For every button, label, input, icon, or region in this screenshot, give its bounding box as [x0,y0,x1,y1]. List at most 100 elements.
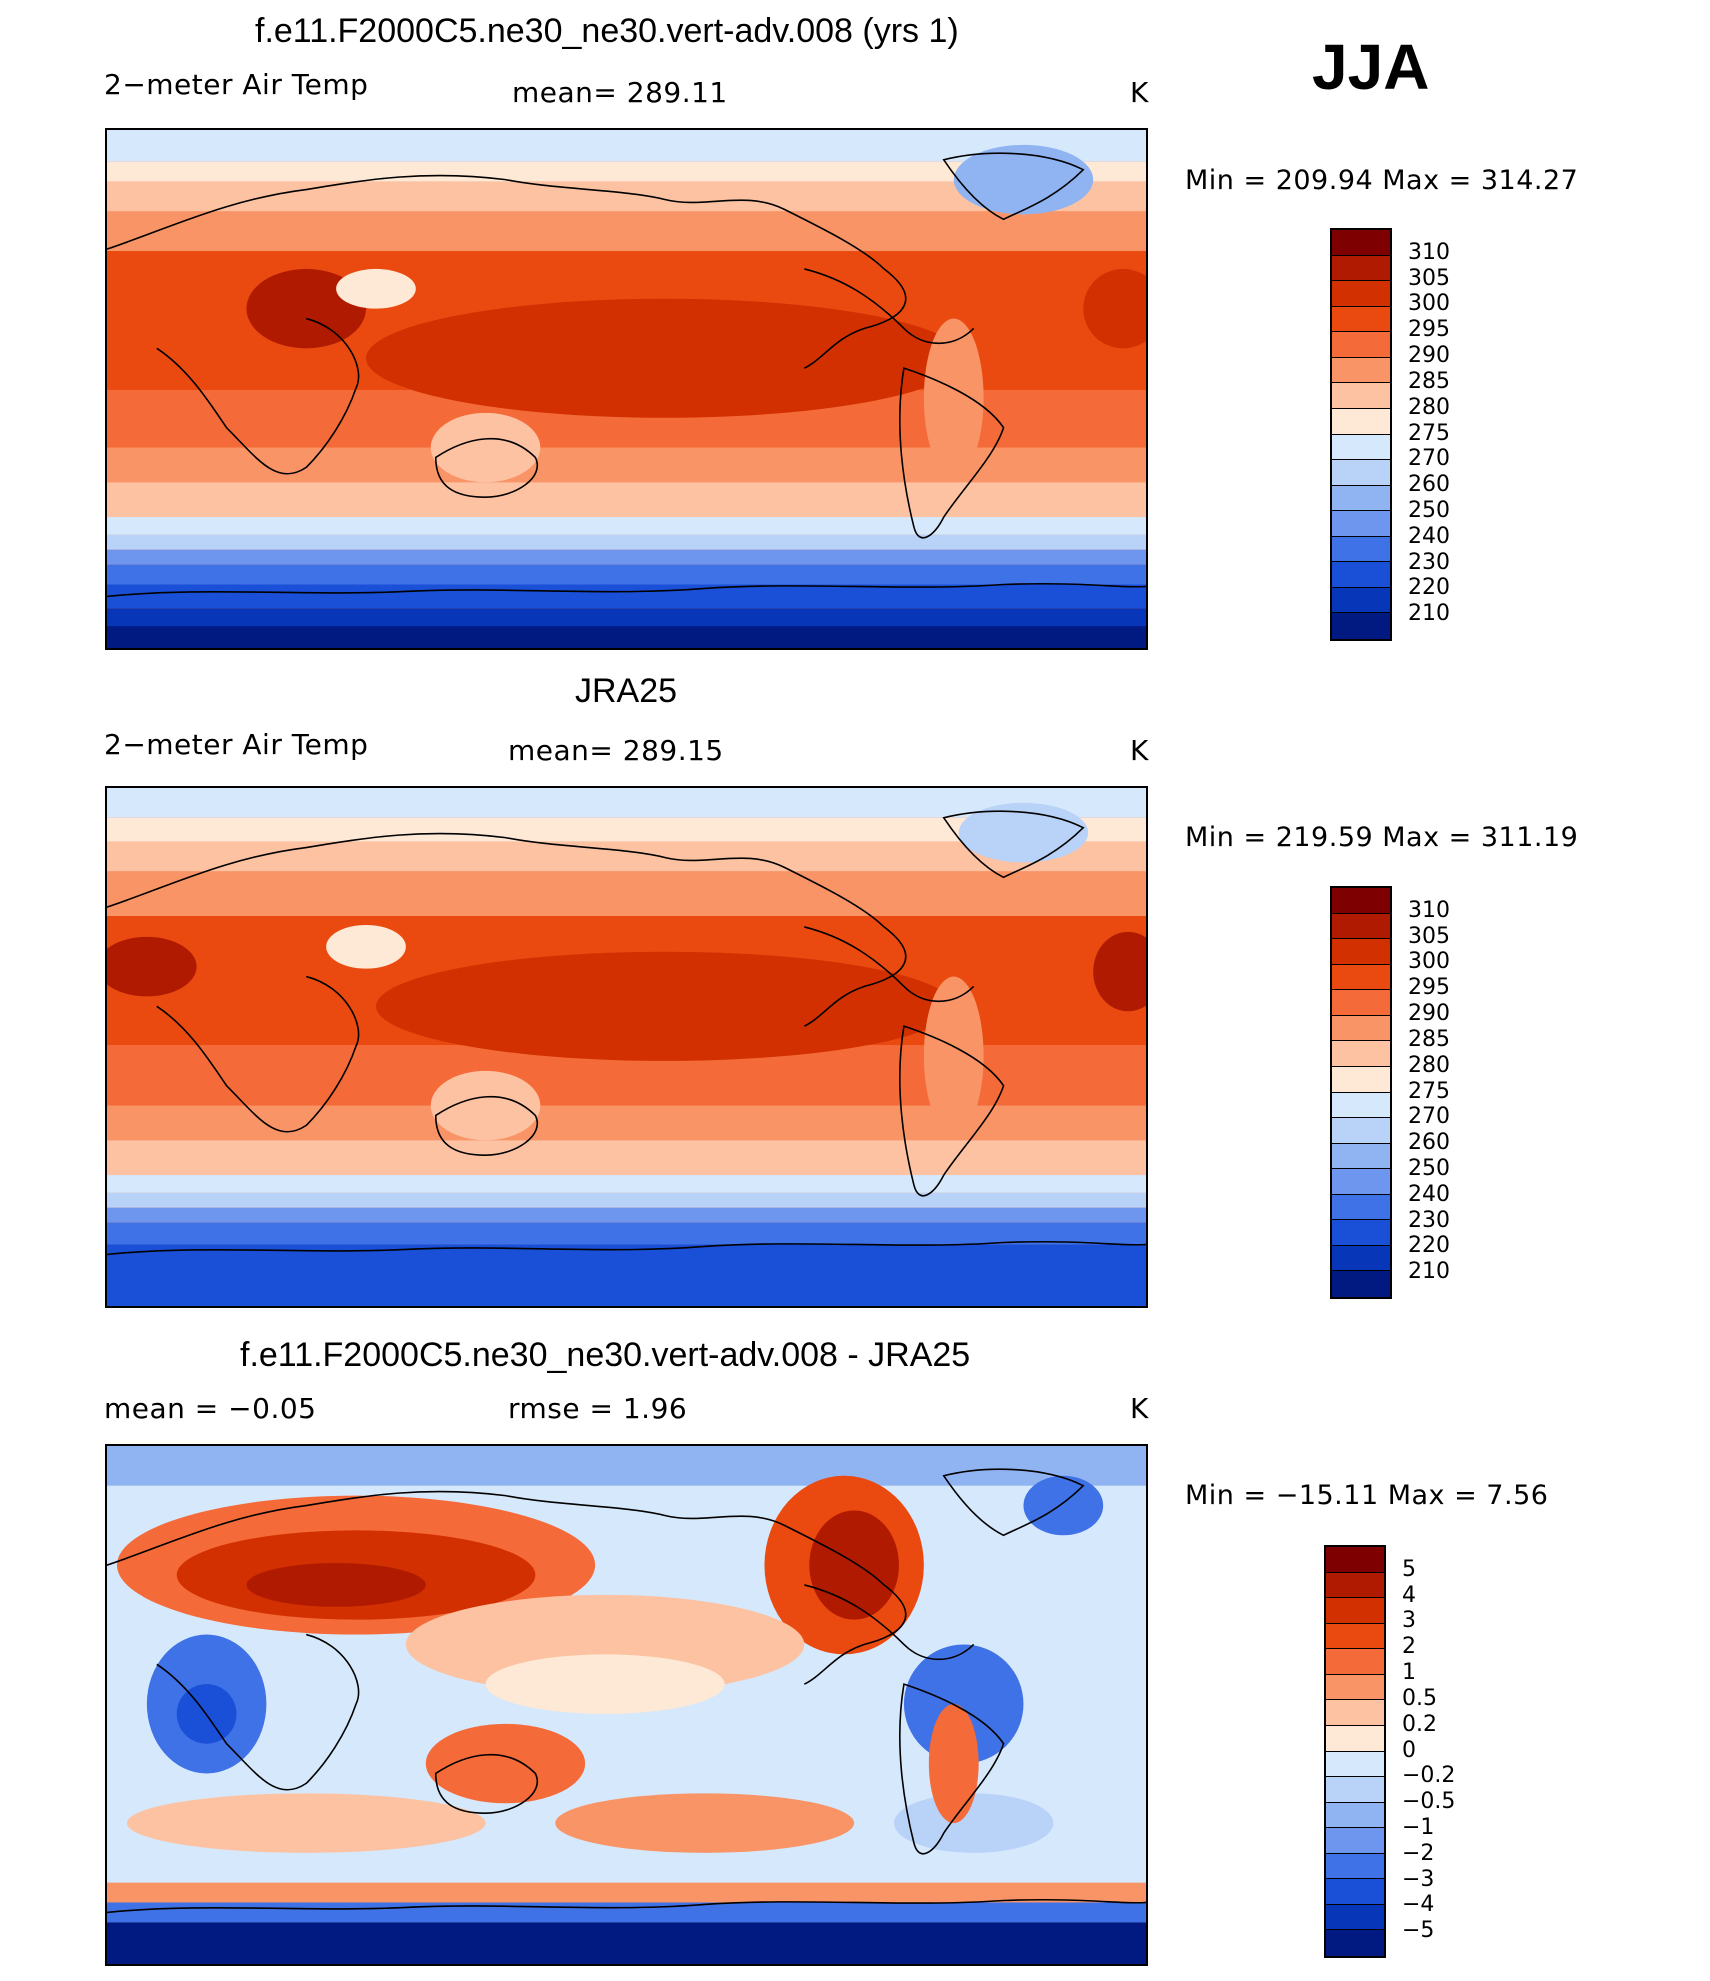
colorbar-tick-label: 250 [1408,1155,1450,1181]
colorbar-swatch [1326,1674,1384,1701]
colorbar-tick-label: 0 [1402,1737,1416,1763]
colorbar-swatch [1332,587,1390,614]
colorbar-tick-label: −1 [1402,1814,1435,1840]
colorbar-tick-label: 220 [1408,575,1450,601]
colorbar-swatch [1332,1015,1390,1042]
colorbar-swatch [1332,964,1390,991]
panel-1-colorbar [1330,228,1392,641]
colorbar-swatch [1326,1777,1384,1803]
colorbar-swatch [1332,913,1390,940]
colorbar-swatch [1332,536,1390,563]
panel-2-minmax: Min = 219.59 Max = 311.19 [1185,822,1579,853]
colorbar-tick-label: 295 [1408,317,1450,343]
colorbar-tick-label: 220 [1408,1233,1450,1259]
colorbar-swatch [1326,1853,1384,1880]
colorbar-tick-label: 230 [1408,549,1450,575]
colorbar-tick-label: −0.2 [1402,1763,1456,1789]
colorbar-swatch [1332,434,1390,461]
colorbar-swatch [1326,1725,1384,1752]
colorbar-tick-label: 260 [1408,472,1450,498]
colorbar-tick-label: 250 [1408,497,1450,523]
colorbar-tick-label: 210 [1408,601,1450,627]
panel-1-title: f.e11.F2000C5.ne30_ne30.vert-adv.008 (yr… [255,12,959,50]
colorbar-tick-label: 4 [1402,1582,1416,1608]
colorbar-swatch [1332,939,1390,965]
colorbar-tick-label: 300 [1408,949,1450,975]
colorbar-swatch [1332,1118,1390,1144]
panel-2-mean-label: mean= 289.15 [508,734,724,767]
colorbar-swatch [1326,1879,1384,1905]
colorbar-tick-label: 275 [1408,420,1450,446]
colorbar-tick-label: 260 [1408,1130,1450,1156]
colorbar-tick-label: 290 [1408,343,1450,369]
colorbar-swatch [1332,1220,1390,1246]
panel-2-title: JRA25 [575,672,678,710]
colorbar-tick-label: 240 [1408,523,1450,549]
colorbar-swatch [1326,1547,1384,1573]
colorbar-tick-label: −2 [1402,1840,1435,1866]
colorbar-swatch [1332,255,1390,282]
colorbar-tick-label: −0.5 [1402,1789,1456,1815]
colorbar-tick-label: 280 [1408,394,1450,420]
panel-1-map [105,128,1148,650]
colorbar-swatch [1326,1623,1384,1650]
colorbar-swatch [1332,357,1390,384]
colorbar-swatch [1326,1700,1384,1726]
colorbar-swatch [1332,485,1390,512]
colorbar-swatch [1332,1143,1390,1170]
panel-3-title: f.e11.F2000C5.ne30_ne30.vert-adv.008 - J… [240,1336,971,1374]
panel-1-mean-label: mean= 289.11 [512,76,728,109]
colorbar-swatch [1332,1194,1390,1221]
colorbar-tick-label: 310 [1408,239,1450,265]
season-label: JJA [1312,31,1430,103]
colorbar-swatch [1332,1245,1390,1272]
colorbar-swatch [1326,1802,1384,1829]
colorbar-tick-label: 270 [1408,1104,1450,1130]
panel-3-minmax: Min = −15.11 Max = 7.56 [1185,1480,1549,1511]
colorbar-tick-label: 240 [1408,1181,1450,1207]
colorbar-tick-label: 1 [1402,1660,1416,1686]
panel-1-variable-label: 2−meter Air Temp [104,68,369,101]
colorbar-swatch [1326,1828,1384,1854]
colorbar-swatch [1332,613,1390,639]
colorbar-swatch [1326,1649,1384,1675]
colorbar-swatch [1332,990,1390,1016]
colorbar-tick-label: 210 [1408,1259,1450,1285]
colorbar-swatch [1332,1066,1390,1093]
colorbar-tick-label: 2 [1402,1634,1416,1660]
colorbar-tick-label: 280 [1408,1052,1450,1078]
colorbar-tick-label: 275 [1408,1078,1450,1104]
panel-1-minmax: Min = 209.94 Max = 314.27 [1185,165,1579,196]
colorbar-tick-label: 295 [1408,975,1450,1001]
colorbar-tick-label: 305 [1408,265,1450,291]
colorbar-tick-label: 3 [1402,1608,1416,1634]
panel-3-mean-label: mean = −0.05 [104,1392,317,1425]
colorbar-tick-label: 290 [1408,1001,1450,1027]
panel-3-units: K [1130,1392,1149,1425]
colorbar-swatch [1332,1092,1390,1119]
colorbar-swatch [1332,306,1390,333]
colorbar-swatch [1332,562,1390,588]
colorbar-tick-label: 0.2 [1402,1711,1437,1737]
panel-2-variable-label: 2−meter Air Temp [104,728,369,761]
colorbar-swatch [1332,230,1390,256]
colorbar-tick-label: 270 [1408,446,1450,472]
colorbar-tick-label: 285 [1408,1026,1450,1052]
colorbar-swatch [1326,1598,1384,1624]
colorbar-tick-label: 305 [1408,923,1450,949]
colorbar-swatch [1326,1930,1384,1956]
colorbar-swatch [1332,281,1390,307]
panel-3-map [105,1444,1148,1966]
colorbar-swatch [1332,888,1390,914]
colorbar-tick-label: 0.5 [1402,1685,1437,1711]
colorbar-tick-label: 285 [1408,368,1450,394]
panel-2-units: K [1130,734,1149,767]
colorbar-swatch [1326,1751,1384,1778]
panel-3-colorbar [1324,1545,1386,1958]
colorbar-swatch [1332,1041,1390,1067]
panel-2-colorbar [1330,886,1392,1299]
colorbar-tick-label: 310 [1408,897,1450,923]
colorbar-swatch [1326,1904,1384,1931]
colorbar-swatch [1326,1572,1384,1599]
colorbar-tick-label: −4 [1402,1892,1435,1918]
